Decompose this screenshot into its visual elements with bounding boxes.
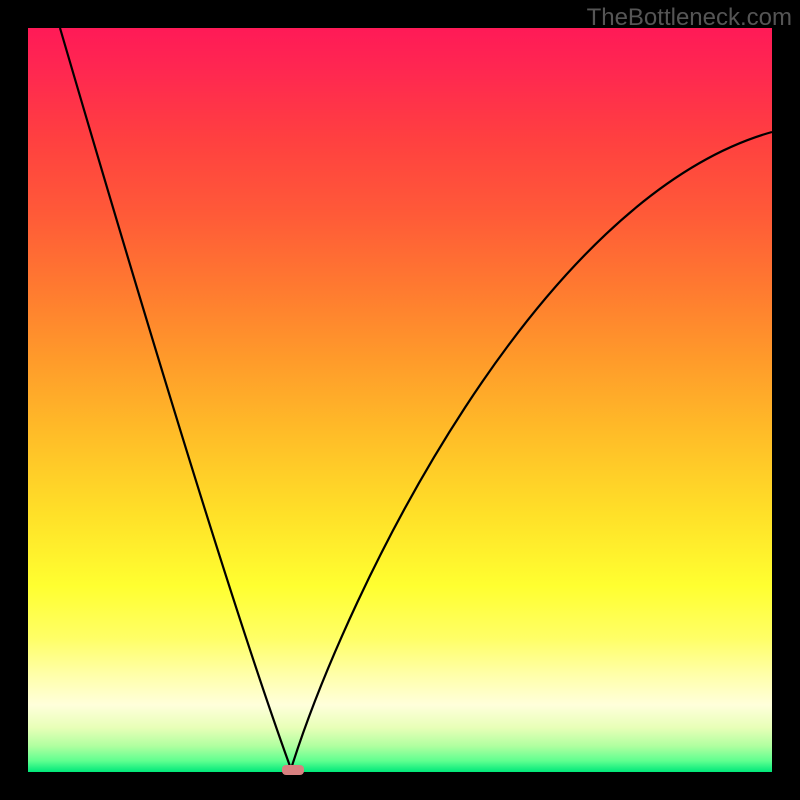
- watermark-text: TheBottleneck.com: [587, 4, 792, 32]
- chart-frame-svg: [0, 0, 800, 800]
- minimum-marker: [282, 765, 304, 775]
- plot-background: [28, 28, 772, 772]
- chart-container: TheBottleneck.com: [0, 0, 800, 800]
